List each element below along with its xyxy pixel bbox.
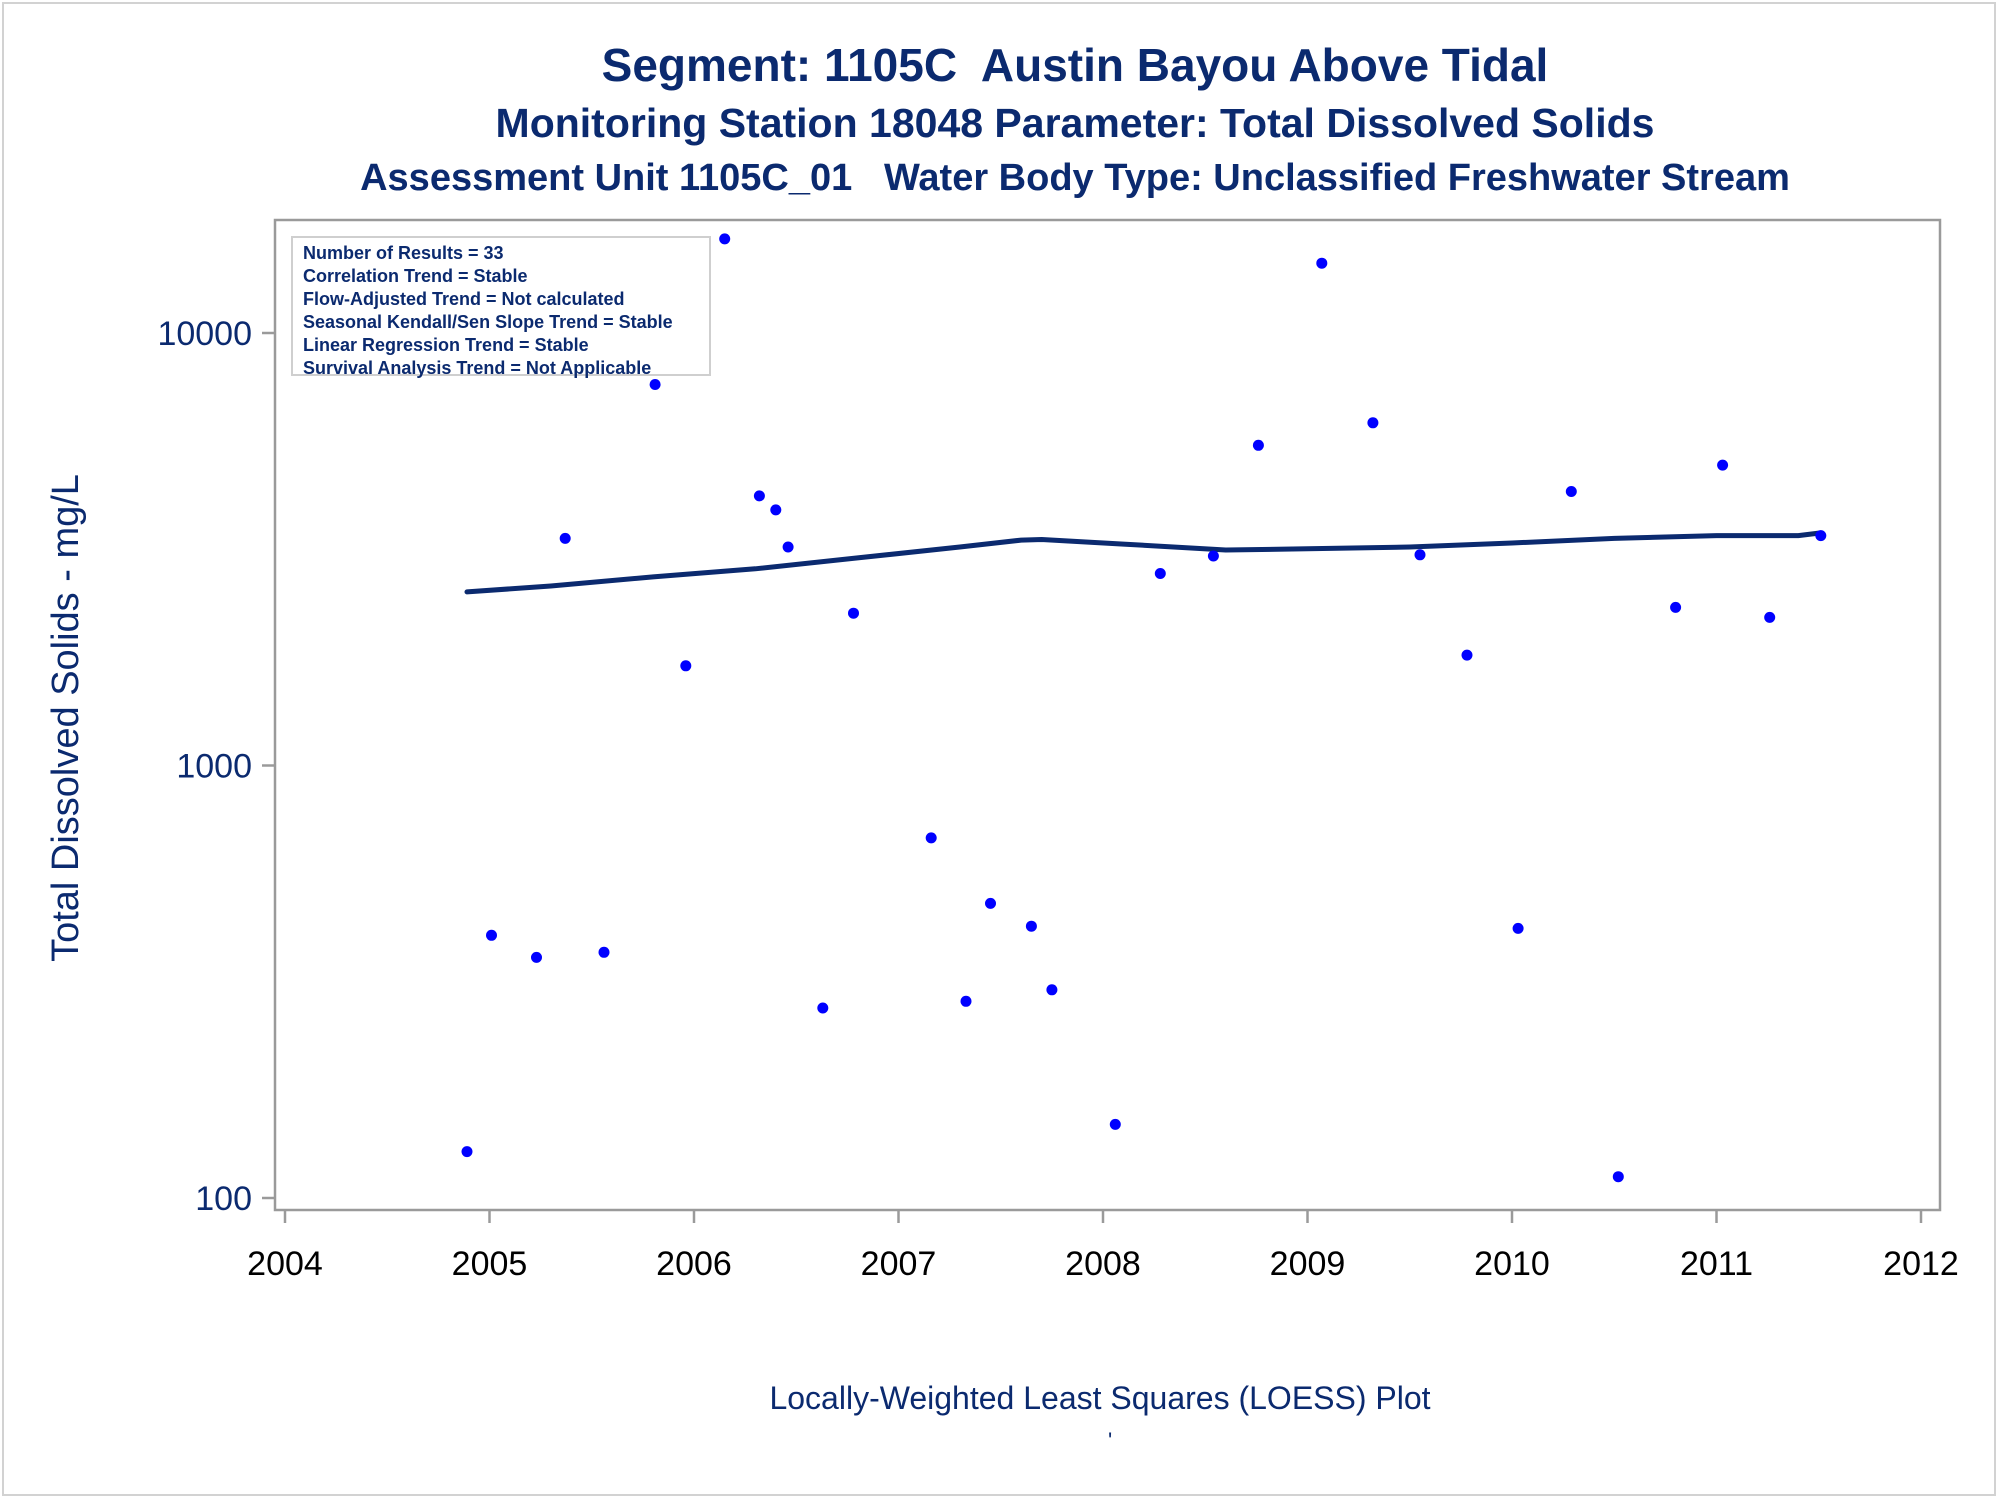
data-point xyxy=(531,951,542,963)
y-tick-label: 100 xyxy=(195,1180,252,1218)
y-tick-label: 1000 xyxy=(176,748,252,786)
data-point xyxy=(848,607,859,619)
data-point xyxy=(770,504,782,516)
data-point xyxy=(960,995,972,1007)
data-point xyxy=(1612,1171,1624,1183)
data-point xyxy=(1461,649,1473,661)
loess-trend-line xyxy=(464,530,1824,595)
trend-summary-box: Number of Results = 33 Correlation Trend… xyxy=(291,236,711,378)
data-point xyxy=(753,490,765,502)
data-point xyxy=(649,379,661,390)
summary-linear-regression-trend: Linear Regression Trend = Stable xyxy=(303,335,589,355)
data-point xyxy=(1207,550,1219,562)
data-point xyxy=(1717,459,1729,471)
data-point xyxy=(1109,1118,1121,1130)
x-tick-label: 2007 xyxy=(861,1245,937,1283)
data-point xyxy=(1512,922,1524,934)
x-tick-label: 2009 xyxy=(1270,1245,1346,1283)
x-tick-label: 2005 xyxy=(452,1245,528,1283)
data-point xyxy=(925,832,937,844)
data-point xyxy=(1316,257,1328,269)
chart-subtitle-assessment: Assessment Unit 1105C_01 Water Body Type… xyxy=(360,157,1790,199)
summary-correlation-trend: Correlation Trend = Stable xyxy=(303,266,528,286)
summary-survival-analysis-trend: Survival Analysis Trend = Not Applicable xyxy=(303,358,652,378)
data-point xyxy=(719,233,731,245)
data-point xyxy=(1046,984,1058,996)
summary-flow-adjusted-trend: Flow-Adjusted Trend = Not calculated xyxy=(303,289,625,309)
data-point xyxy=(1154,568,1166,579)
chart-title: Segment: 1105C Austin Bayou Above Tidal xyxy=(601,39,1549,91)
x-axis-label: Locally-Weighted Least Squares (LOESS) P… xyxy=(769,1380,1431,1416)
x-tick-label: 2004 xyxy=(247,1245,323,1283)
x-tick-label: 2010 xyxy=(1474,1245,1550,1283)
chart-subtitle: Monitoring Station 18048 Parameter: Tota… xyxy=(495,100,1655,146)
footer-mark: ' xyxy=(1108,1428,1113,1453)
data-point xyxy=(985,897,996,909)
data-point xyxy=(559,532,571,544)
data-point xyxy=(1670,601,1682,613)
data-point xyxy=(1367,417,1379,429)
summary-seasonal-kendall-trend: Seasonal Kendall/Sen Slope Trend = Stabl… xyxy=(303,312,673,332)
data-point xyxy=(1025,920,1037,932)
data-point xyxy=(1252,439,1264,451)
data-point xyxy=(1565,486,1577,497)
x-tick-label: 2006 xyxy=(656,1245,732,1283)
x-tick-label: 2011 xyxy=(1680,1245,1753,1283)
data-point xyxy=(817,1002,829,1014)
data-point xyxy=(1764,611,1776,623)
data-point xyxy=(782,541,794,553)
data-point xyxy=(680,660,692,672)
x-tick-label: 2008 xyxy=(1065,1245,1141,1283)
data-point xyxy=(1815,530,1827,542)
x-tick-label: 2012 xyxy=(1883,1245,1959,1283)
data-point xyxy=(598,946,610,958)
y-axis-label: Total Dissolved Solids - mg/L xyxy=(45,474,87,962)
summary-number-of-results: Number of Results = 33 xyxy=(303,243,504,263)
data-point xyxy=(1414,549,1426,561)
data-point xyxy=(461,1146,473,1158)
plot-area-border xyxy=(273,218,1942,1212)
y-tick-label: 10000 xyxy=(157,315,252,353)
data-point xyxy=(486,929,497,941)
